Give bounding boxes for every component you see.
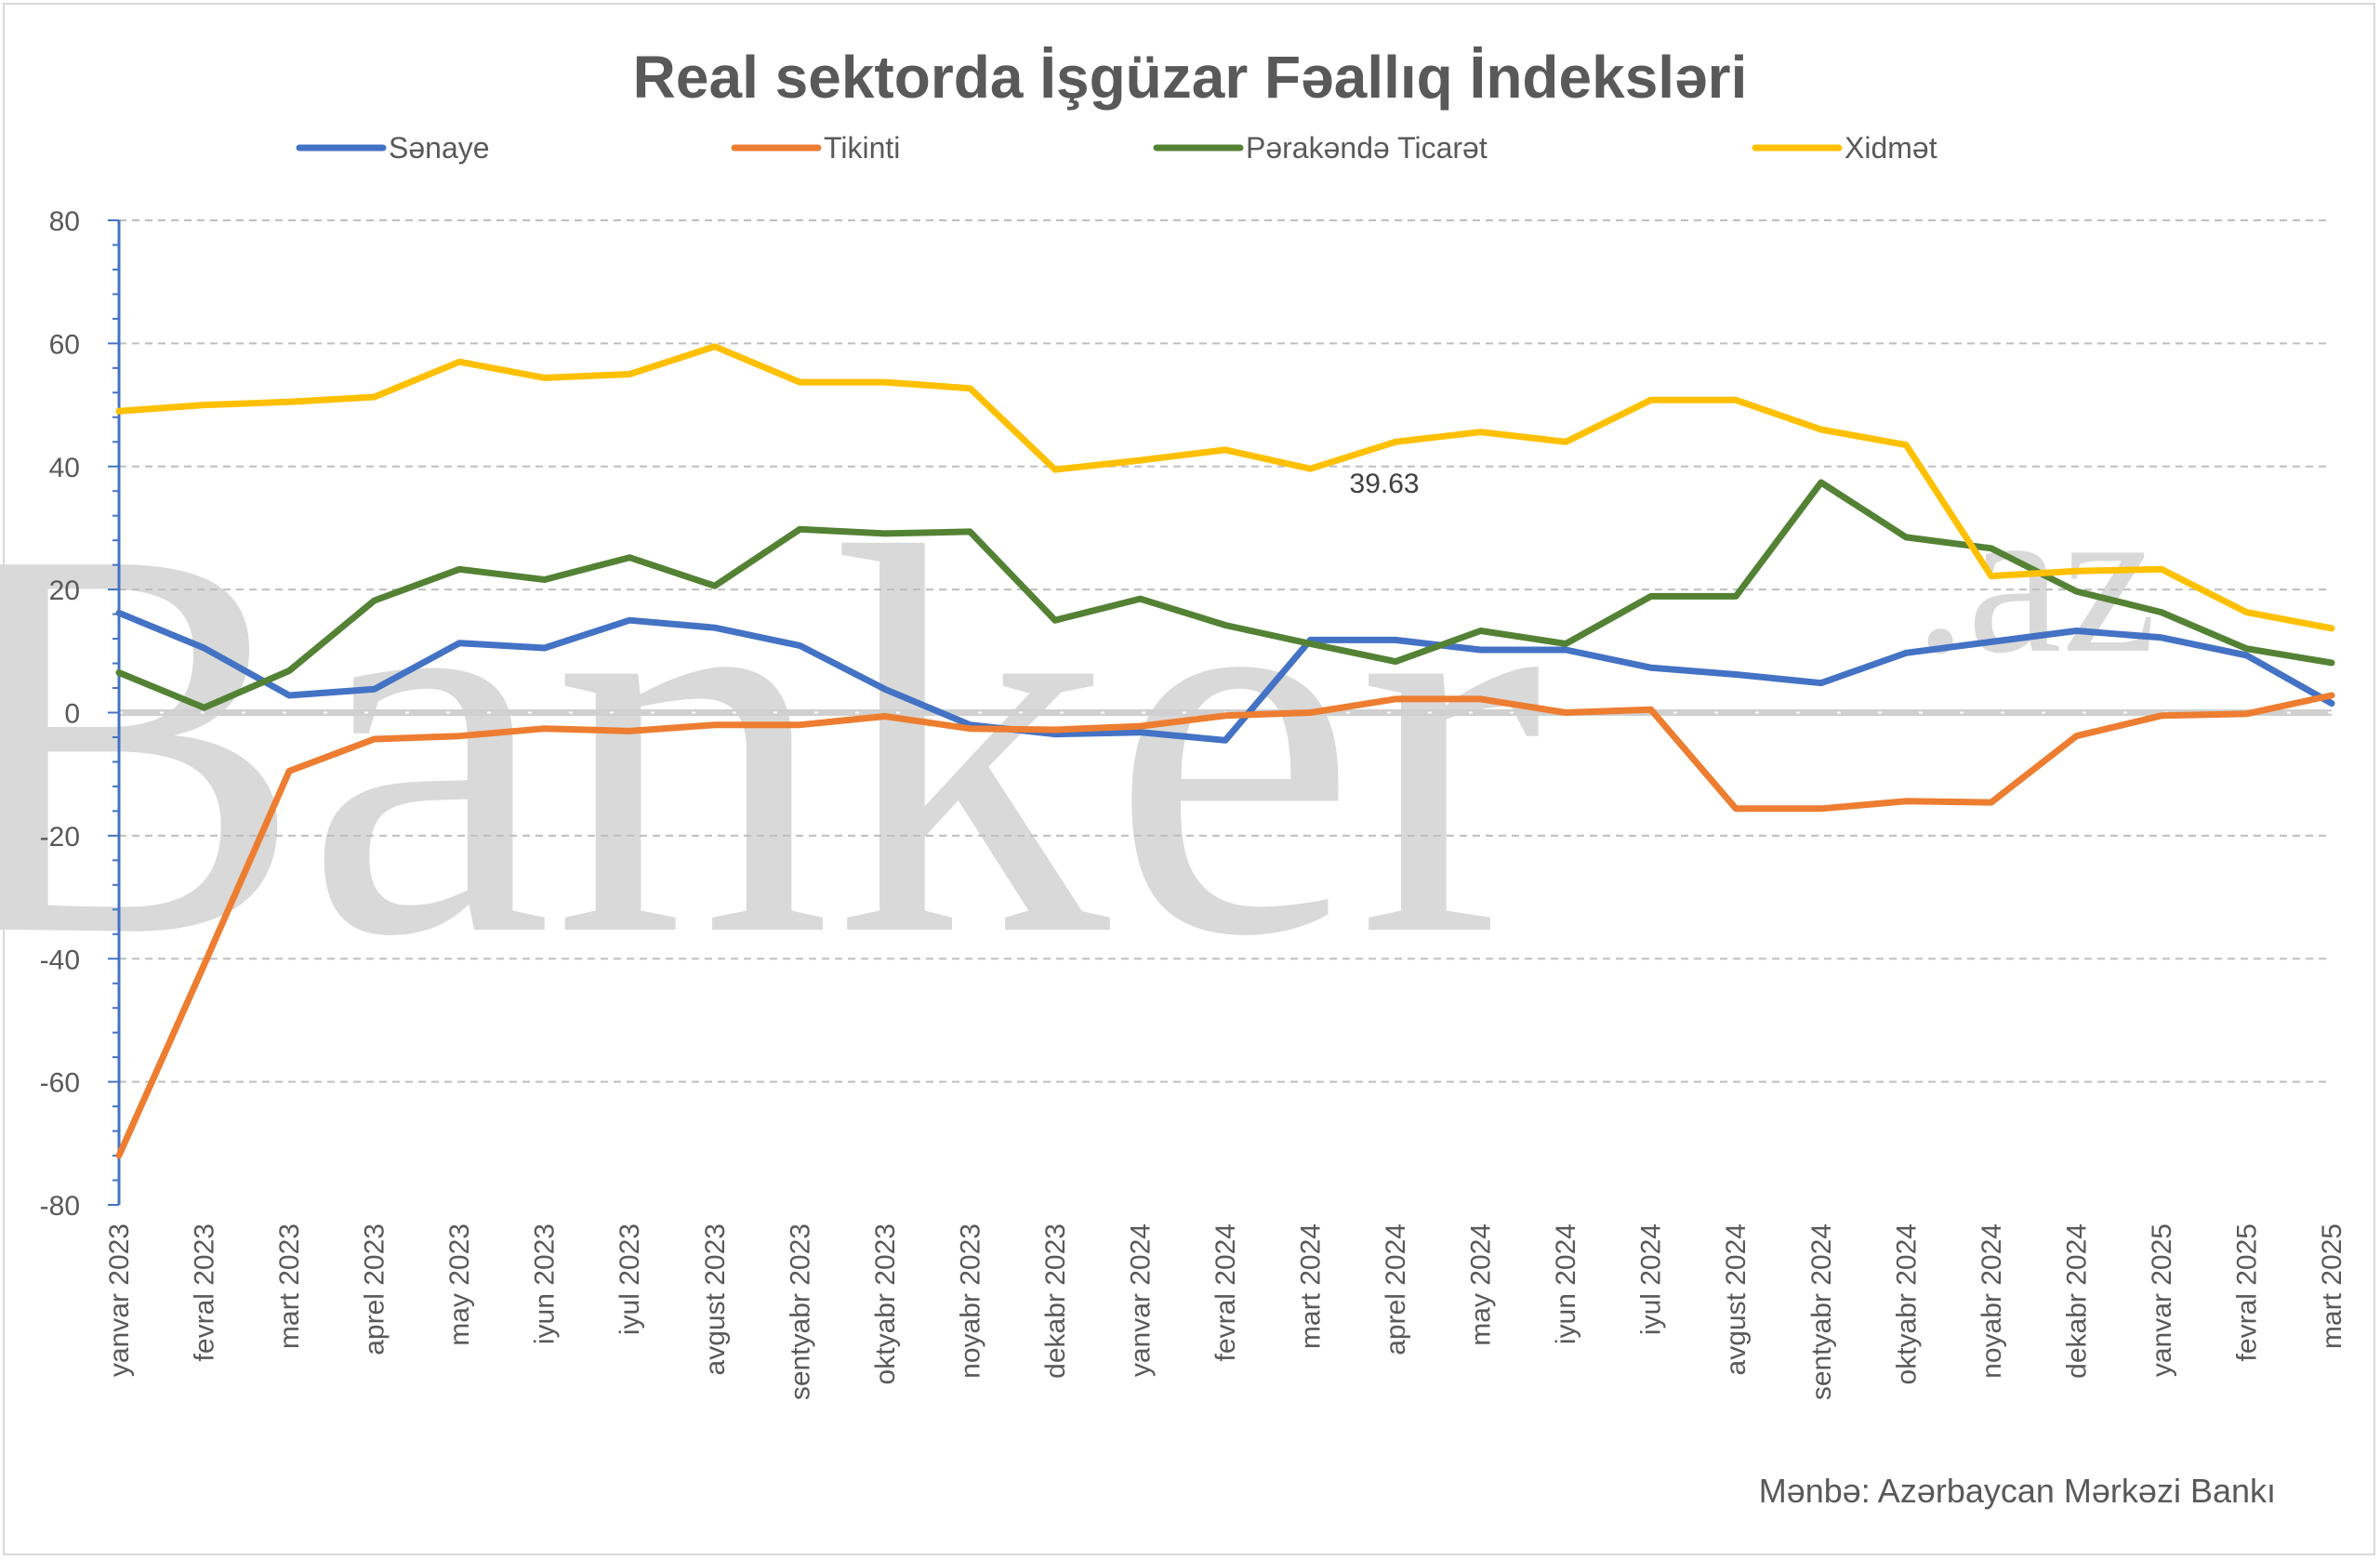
x-tick-label: fevral 2024 [1210,1223,1241,1361]
series-line-perakende-ticaret [115,479,2335,711]
x-tick-label: avgust 2024 [1721,1223,1752,1375]
y-tick-label: 60 [49,329,80,360]
x-tick-label: dekabr 2024 [2061,1223,2092,1379]
source-note: Mənbə: Azərbaycan Mərkəzi Bankı [1759,1472,2276,1510]
series-line-senaye [115,609,2335,744]
y-tick-label: 80 [49,206,80,237]
watermark-main: Banker [0,432,1543,1051]
y-tick-label: -20 [40,822,80,853]
x-tick-label: fevral 2023 [190,1223,220,1361]
legend-label-perakende-ticaret: Pərakəndə Ticarət [1246,131,1488,165]
y-tick-label: -40 [40,945,80,975]
x-tick-label: yanvar 2024 [1125,1223,1156,1377]
x-tick-label: sentyabr 2023 [785,1223,815,1400]
x-tick-label: may 2024 [1466,1223,1497,1346]
x-tick-label: mart 2024 [1296,1223,1327,1349]
watermark: Banker .az [0,432,2157,1051]
x-tick-label: iyun 2023 [530,1223,561,1344]
y-tick-label: 0 [64,699,80,730]
x-tick-label: noyabr 2023 [955,1223,985,1379]
legend-label-senaye: Sənaye [389,131,490,165]
x-tick-label: oktyabr 2024 [1891,1223,1922,1384]
x-tick-label: aprel 2023 [360,1223,390,1355]
x-tick-label: may 2023 [444,1223,475,1346]
x-tick-label: iyul 2024 [1636,1223,1667,1335]
x-tick-label: noyabr 2024 [1977,1223,2007,1379]
series-lines [115,343,2335,1159]
x-tick-label: avgust 2023 [700,1223,731,1375]
series-line-tikinti [115,692,2335,1159]
x-tick-label: mart 2025 [2317,1223,2347,1349]
x-tick-label: fevral 2025 [2231,1223,2262,1361]
y-tick-label: -80 [40,1191,80,1222]
chart-frame [3,3,2375,1555]
series-line-xidmet [115,343,2335,632]
x-tick-label: aprel 2024 [1381,1223,1411,1355]
x-axis: yanvar 2023 fevral 2023 mart 2023 aprel 202… [104,1223,2347,1400]
x-tick-label: mart 2023 [274,1223,305,1349]
y-tick-label: 20 [49,575,80,606]
chart-title: Real sektorda İşgüzar Fəallıq İndeksləri [633,44,1748,111]
x-tick-label: sentyabr 2024 [1806,1223,1837,1400]
watermark-suffix: .az [1913,460,2157,697]
x-tick-label: dekabr 2023 [1040,1223,1071,1379]
y-tick-label: 40 [49,453,80,483]
data-label-xidmet-mart-2024: 39.63 [1350,469,1420,499]
x-tick-label: yanvar 2025 [2147,1223,2177,1377]
x-tick-label: iyul 2023 [615,1223,645,1335]
x-tick-label: oktyabr 2023 [870,1223,901,1384]
legend: Sənaye Tikinti Pərakəndə Ticarət Xidmət [296,131,1937,165]
x-tick-label: iyun 2024 [1551,1223,1581,1344]
y-tick-label: -60 [40,1068,80,1099]
legend-label-xidmet: Xidmət [1844,131,1937,165]
x-tick-label: yanvar 2023 [104,1223,135,1377]
y-axis: 80 60 40 20 0 -20 -40 -60 -80 [40,206,121,1222]
legend-label-tikinti: Tikinti [824,131,900,165]
